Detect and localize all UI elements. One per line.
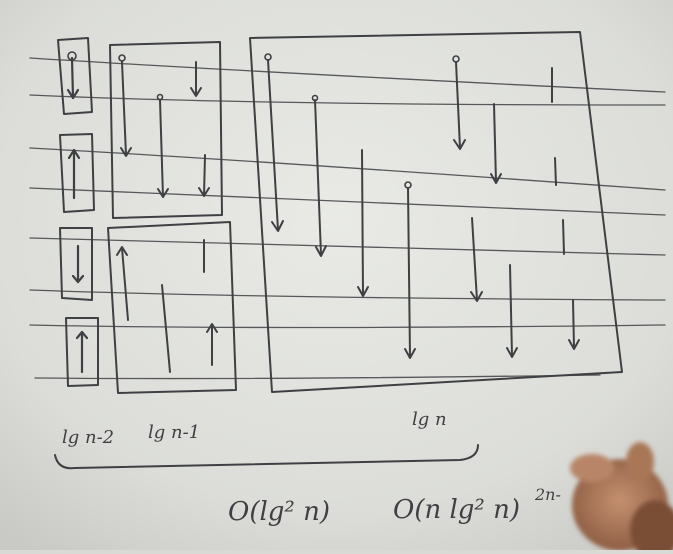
stage2-boxes [107, 41, 237, 394]
stage1-arrows [66, 56, 89, 374]
stage2-arrows-bottom [116, 239, 218, 373]
label-lg-n-minus-1: lg n-1 [148, 422, 200, 443]
stage3-arrows [267, 59, 580, 359]
label-lg-n-minus-2: lg n-2 [62, 427, 114, 448]
hand [570, 442, 673, 554]
arrow-start-marks [67, 51, 460, 189]
label-lg-n: lg n [412, 409, 447, 430]
bottom-brace [54, 444, 479, 470]
stage3-box [249, 31, 623, 393]
label-trailing: 2n- [534, 485, 561, 504]
label-o-lg2-n: O(lg² n) [228, 497, 330, 527]
label-o-n-lg2-n: O(n lg² n) [393, 495, 520, 525]
stage2-arrows-top [120, 61, 210, 198]
stage1-boxes [57, 37, 99, 387]
